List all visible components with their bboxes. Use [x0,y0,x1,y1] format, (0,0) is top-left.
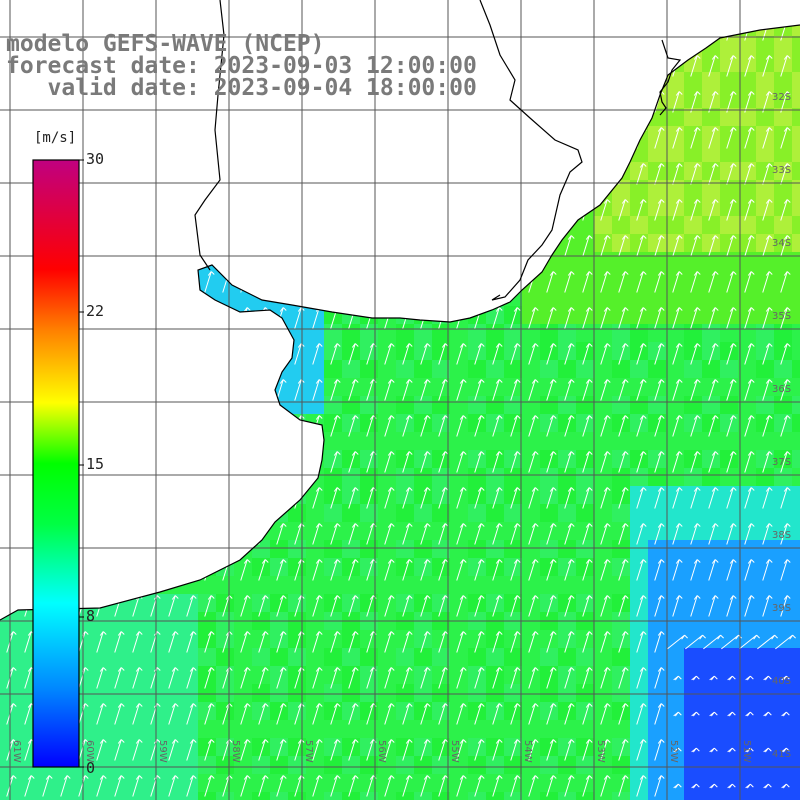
lon-label: 57W [303,740,314,763]
lon-label: 53W [595,740,606,763]
lat-label: 38S [772,530,791,541]
lon-label: 61W [11,740,22,763]
lon-label: 55W [449,740,460,763]
colorbar-unit: [m/s] [34,130,77,146]
coastline [0,0,800,621]
colorbar-tick-0: 0 [86,759,96,777]
lat-label: 35S [772,311,791,322]
lat-label: 41S [772,749,791,760]
lat-label: 33S [772,165,791,176]
colorbar-tick-15: 15 [86,455,105,473]
lat-label: 32S [772,92,791,103]
valid-date: valid date: 2023-09-04 18:00:00 [6,75,477,101]
lon-label: 52W [668,740,679,763]
colorbar [32,159,84,768]
lat-label: 36S [772,384,791,395]
lon-label: 54W [522,740,533,763]
lon-label: 56W [376,740,387,763]
lon-label: 60W [84,740,95,763]
colorbar-tick-22: 22 [86,302,105,320]
lat-label: 34S [772,238,791,249]
lat-label: 37S [772,457,791,468]
colorbar-tick-8: 8 [86,607,96,625]
lat-label: 39S [772,603,791,614]
lon-label: 58W [230,740,241,763]
lon-label: 51W [741,740,752,763]
forecast-date: forecast date: 2023-09-03 12:00:00 [6,53,477,79]
model-title: modelo GEFS-WAVE (NCEP) [6,31,325,57]
lat-label: 40S [772,676,791,687]
colorbar-tick-30: 30 [86,150,105,168]
lon-label: 59W [157,740,168,763]
colorbar-gradient [32,159,80,768]
